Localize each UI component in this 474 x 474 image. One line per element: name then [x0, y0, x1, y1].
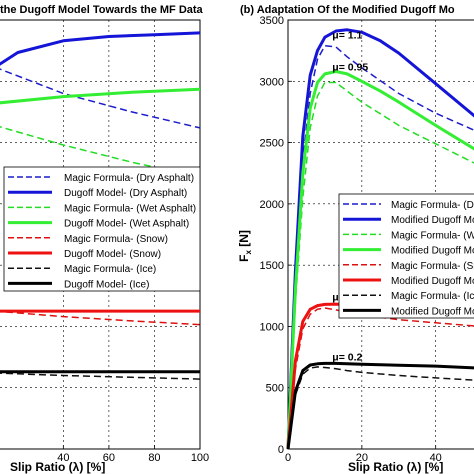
panel-b-y-tick-label: 1000: [260, 321, 284, 333]
panel-b-y-tick-label: 2000: [260, 199, 284, 211]
panel-b-title: (b) Adaptation Of the Modified Dugoff Mo: [240, 4, 455, 16]
panel-a-x-tick-label: 100: [191, 452, 209, 464]
panel-b-mu-annotation: μ= 0.2: [332, 352, 362, 364]
panel-b-legend-label-6: Magic Formula- (Ice: [391, 291, 474, 302]
panel-a-ticks: 40 60 80 100: [57, 445, 209, 464]
panel-b-legend-label-2: Magic Formula- (We: [391, 230, 474, 241]
panel-b-legend-label-5: Modified Dugoff Mo: [391, 276, 474, 287]
panel-a-legend-label-3: Dugoff Model- (Wet Asphalt): [64, 219, 189, 230]
panel-b-series-line-7: [286, 361, 474, 450]
panel-a-series-line-1: [0, 31, 201, 66]
panel-b-mu-annotation: μ= 1.1: [332, 29, 362, 41]
panel-b-legend-label-3: Modified Dugoff Mo: [391, 246, 474, 257]
panel-b-legend-label-1: Modified Dugoff Mo: [391, 215, 474, 226]
panel-b-ylabel-unit: [N]: [237, 230, 251, 250]
panel-b-legend: Magic Formula- (Dry Modified Dugoff Mo Mag…: [343, 200, 474, 317]
panel-b-legend-box: [338, 193, 474, 319]
panel-a-legend-label-1: Dugoff Model- (Dry Asphalt): [64, 188, 187, 199]
panel-a-x-tick-label: 40: [57, 452, 69, 464]
panel-b-ylabel: Fx [N]: [237, 230, 253, 262]
panel-a-xlabel: Slip Ratio (λ) [%]: [10, 460, 105, 474]
panel-b-xlabel: Slip Ratio (λ) [%]: [348, 460, 443, 474]
panel-b-series-line-1: [286, 28, 474, 450]
panel-b-y-tick-label: 3000: [260, 76, 284, 88]
panel-a-title: the Dugoff Model Towards the MF Data: [0, 4, 204, 16]
panel-b-mu-annotation: μ= 0.95: [332, 61, 368, 73]
panel-b-x-tick-label: 20: [356, 452, 368, 464]
panel-a-legend-label-0: Magic Formula- (Dry Asphalt): [64, 173, 194, 184]
panel-a-legend-box: [3, 166, 201, 292]
panel-a-series-line-3: [0, 87, 201, 105]
panel-b-x-tick-label: 0: [285, 452, 291, 464]
panel-b-legend-label-7: Modified Dugoff Mo: [391, 306, 474, 317]
panel-b-legend-label-0: Magic Formula- (Dry: [391, 200, 474, 211]
panel-a: the Dugoff Model Towards the MF Data 40 6…: [0, 4, 209, 474]
panel-b-y-tick-label: 3500: [260, 15, 284, 27]
panel-a-legend-label-7: Dugoff Model- (Ice): [64, 279, 149, 290]
panel-a-series-line-4: [0, 310, 201, 326]
panel-a-series-line-6: [0, 372, 201, 380]
panel-b-y-tick-label: 2500: [260, 138, 284, 150]
panel-a-legend-label-6: Magic Formula- (Ice): [64, 264, 156, 275]
panel-b-y-tick-label: 500: [266, 383, 284, 395]
panel-b-y-tick-label: 0: [278, 444, 284, 456]
panel-a-series-line-0: [0, 68, 201, 129]
panel-a-legend: Magic Formula- (Dry Asphalt) Dugoff Model…: [8, 173, 196, 290]
panel-b-ylabel-main: F: [237, 255, 251, 262]
panel-a-legend-label-4: Magic Formula- (Snow): [64, 234, 168, 245]
panel-b-y-tick-label: 1500: [260, 260, 284, 272]
panel-a-x-tick-label: 80: [148, 452, 160, 464]
panel-b-x-tick-label: 40: [430, 452, 442, 464]
panel-b-legend-label-4: Magic Formula- (Sno: [391, 261, 474, 272]
panel-b-series-line-3: [286, 70, 474, 450]
panel-a-x-tick-label: 60: [103, 452, 115, 464]
panel-b-ylabel-subscript: x: [244, 250, 253, 255]
panel-b: (b) Adaptation Of the Modified Dugoff Mo…: [237, 4, 474, 474]
panel-a-legend-label-5: Dugoff Model- (Snow): [64, 249, 161, 260]
panel-b-ticks: 0 20 40 0 500 1000 1500 2000 2500 3000 3500: [260, 15, 442, 464]
panel-a-legend-label-2: Magic Formula- (Wet Asphalt): [64, 203, 196, 214]
